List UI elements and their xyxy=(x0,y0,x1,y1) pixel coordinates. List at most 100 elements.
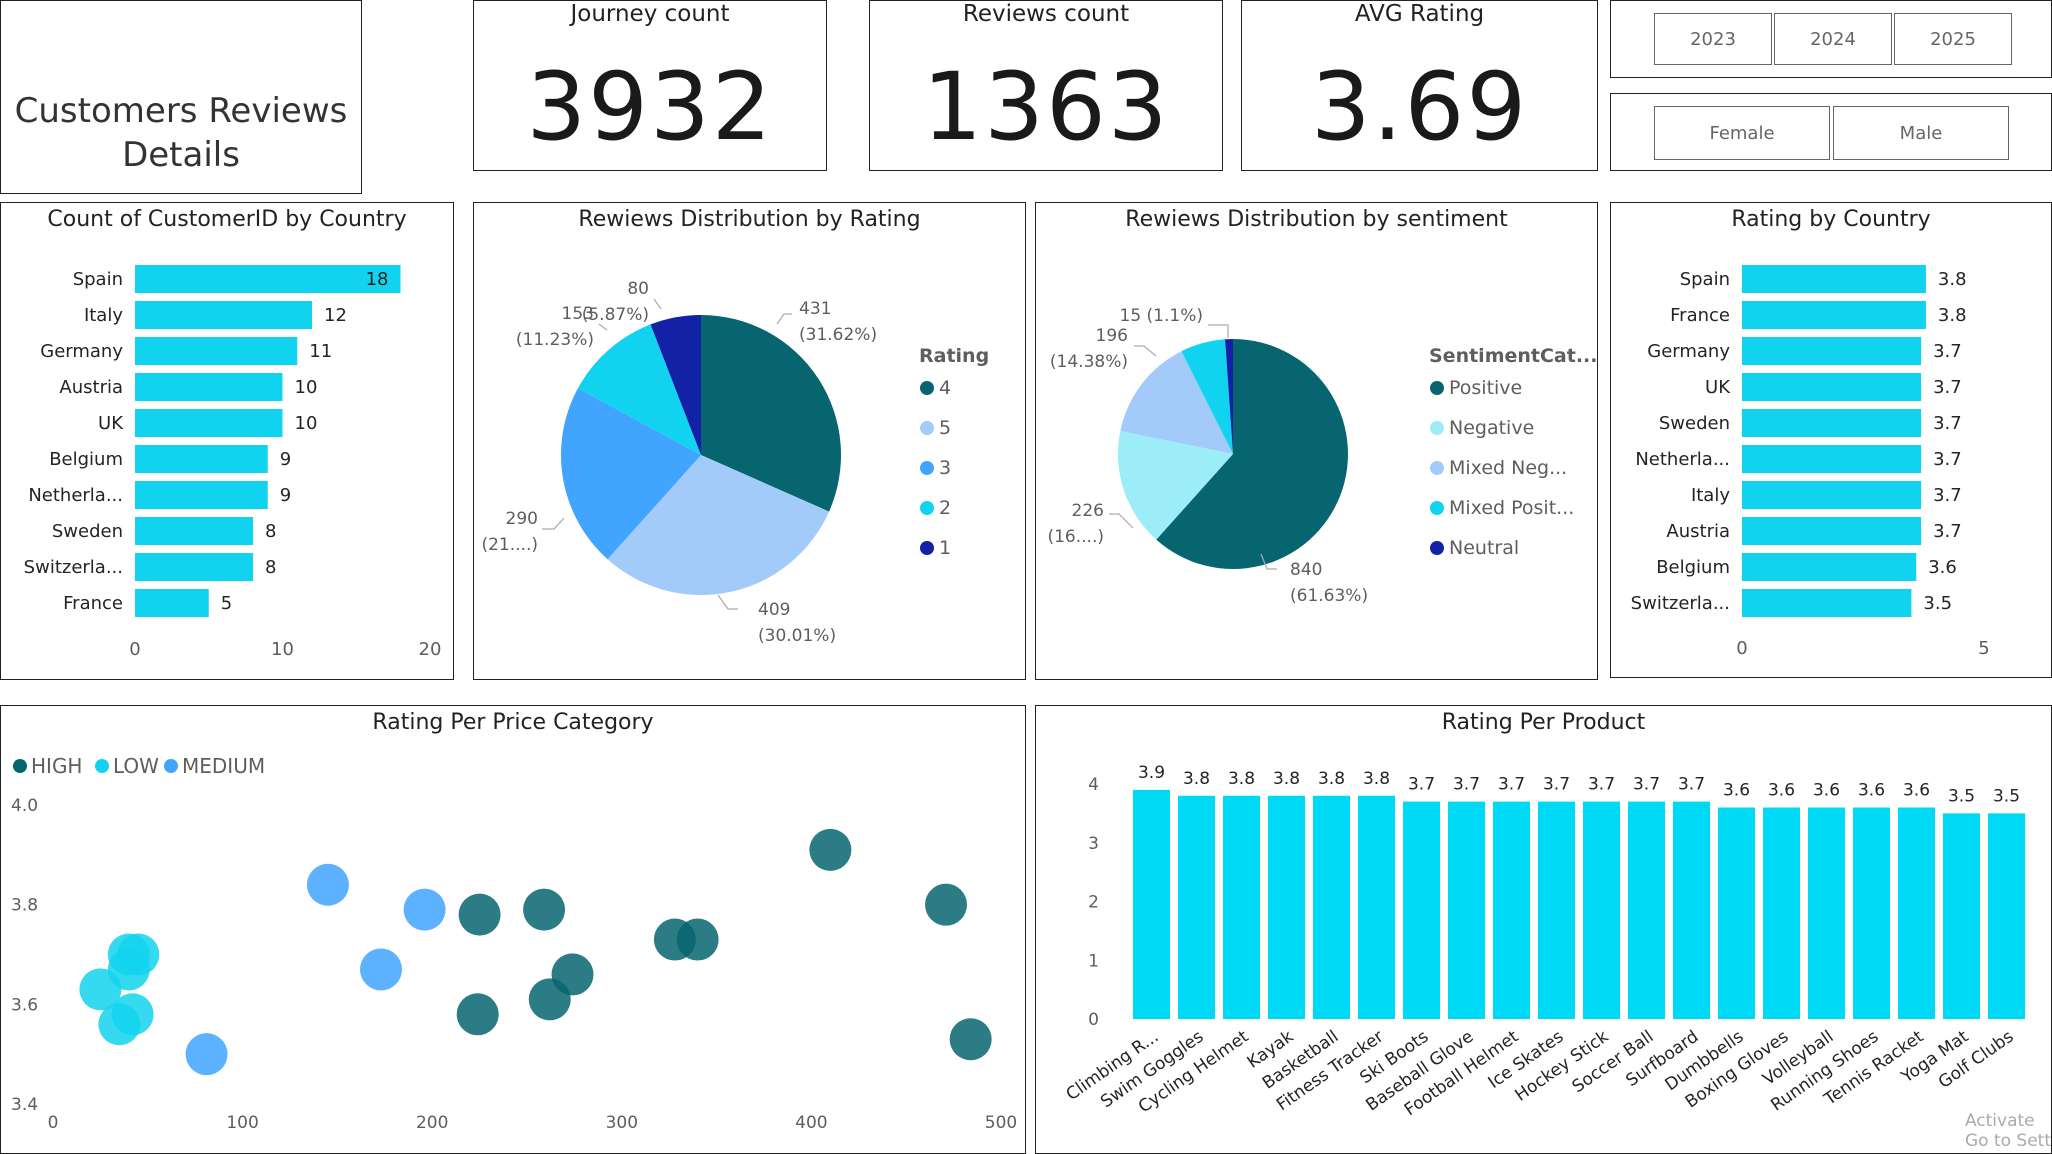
gender-slicer: Female Male xyxy=(1610,93,2052,171)
legend-marker xyxy=(1430,501,1444,515)
y-tick-label: 3.6 xyxy=(11,995,38,1015)
data-label: 12 xyxy=(324,305,347,326)
data-label: 3.5 xyxy=(1923,593,1952,614)
pie-slice xyxy=(1181,339,1233,454)
legend-label: HIGH xyxy=(31,754,82,778)
legend-marker xyxy=(1430,541,1444,555)
kpi-card-avg-rating: AVG Rating 3.69 xyxy=(1241,0,1598,171)
scatter-point xyxy=(528,978,571,1021)
data-label: 3.8 xyxy=(1228,769,1255,789)
data-label: 3.6 xyxy=(1903,781,1930,801)
x-tick-label: 0 xyxy=(48,1113,59,1133)
year-slicer-option-2024[interactable]: 2024 xyxy=(1774,13,1892,65)
reviews-by-sentiment-chart: 840 (61.63%) 226 (16....) 196 (14.38%) 15 (1.1… xyxy=(1047,306,1596,606)
rating-by-country-visual: Rating by Country Spain 3.8 France 3.8 Germa… xyxy=(1610,202,2052,678)
data-label-value: 431 xyxy=(799,299,831,319)
data-label-value: 290 xyxy=(506,509,538,529)
data-label: 3.8 xyxy=(1318,769,1345,789)
pie-slice xyxy=(577,324,701,455)
x-tick-label: 400 xyxy=(795,1113,827,1133)
scatter-point xyxy=(949,1018,992,1061)
pie-slice xyxy=(1120,351,1233,454)
legend-title: SentimentCat... xyxy=(1429,345,1596,367)
x-tick-label: 100 xyxy=(226,1113,258,1133)
scatter-point xyxy=(306,863,349,906)
chart-title: Rating Per Product xyxy=(1441,710,1646,735)
legend-label: LOW xyxy=(113,754,159,778)
rating-per-price-category-chart: 3.4 3.6 3.8 4.0 0 100 200 300 400 500 HIGH LOW MEDIU… xyxy=(11,754,1017,1133)
year-slicer-option-2023[interactable]: 2023 xyxy=(1654,13,1772,65)
legend-marker xyxy=(1430,381,1444,395)
bar xyxy=(135,301,312,329)
bar xyxy=(1742,445,1922,473)
scatter-point xyxy=(360,948,403,991)
category-label: Netherla... xyxy=(28,485,123,506)
data-label-percent: (5.87%) xyxy=(582,305,649,325)
data-label: 18 xyxy=(366,269,389,290)
bar xyxy=(1178,795,1215,1019)
pie-slice xyxy=(1156,339,1348,569)
legend-title: Rating xyxy=(919,345,989,367)
category-label: Austria xyxy=(59,377,123,398)
x-tick-label: 10 xyxy=(271,639,294,660)
kpi-label: Reviews count xyxy=(962,1,1130,27)
category-label: Switzerla... xyxy=(1631,593,1730,614)
bar xyxy=(1583,801,1620,1019)
y-tick-label: 4 xyxy=(1088,775,1099,795)
category-label: Netherla... xyxy=(1635,449,1730,470)
bar xyxy=(135,337,298,365)
bar xyxy=(1742,409,1922,437)
gender-slicer-option-female[interactable]: Female xyxy=(1654,106,1830,160)
data-label-percent: (16....) xyxy=(1047,527,1104,547)
data-label: 5 xyxy=(221,593,232,614)
data-label: 3.6 xyxy=(1723,781,1750,801)
leader-line xyxy=(1260,553,1277,570)
kpi-card-journey-count: Journey count 3932 xyxy=(473,0,827,171)
legend-label: Mixed Neg... xyxy=(1449,457,1567,479)
year-slicer-option-2025[interactable]: 2025 xyxy=(1894,13,2012,65)
category-label: Italy xyxy=(1691,485,1730,506)
legend-label: 2 xyxy=(939,497,951,519)
activate-windows-watermark: Activate Go to Sett xyxy=(1965,1111,2051,1151)
data-label: 3.6 xyxy=(1928,557,1957,578)
scatter-point xyxy=(523,888,566,931)
bar xyxy=(1742,373,1922,401)
legend-marker xyxy=(920,381,934,395)
data-label-value: 15 (1.1%) xyxy=(1120,306,1204,326)
bar xyxy=(1742,517,1922,545)
kpi-value: 1363 xyxy=(922,53,1170,162)
bar xyxy=(135,481,268,509)
legend-label: Negative xyxy=(1449,417,1534,439)
data-label: 3.7 xyxy=(1498,775,1525,795)
pie-slice xyxy=(650,315,701,455)
x-tick-label: 500 xyxy=(985,1113,1017,1133)
bar xyxy=(1742,553,1917,581)
bar xyxy=(1742,589,1912,617)
customers-by-country-chart: Spain 18 Italy 12 Germany 11 Austria 10 UK 10 Belg… xyxy=(24,265,441,660)
data-label-percent: (21....) xyxy=(481,535,538,555)
data-label: 3.7 xyxy=(1933,413,1962,434)
legend-marker xyxy=(164,759,178,773)
watermark-line2: Go to Sett xyxy=(1964,1131,2051,1151)
legend-label: 5 xyxy=(939,417,951,439)
data-label: 3.7 xyxy=(1408,775,1435,795)
data-label: 3.7 xyxy=(1933,341,1962,362)
legend-label: MEDIUM xyxy=(182,754,265,778)
category-label: Belgium xyxy=(1656,557,1730,578)
kpi-card-reviews-count: Reviews count 1363 xyxy=(869,0,1223,171)
legend-marker xyxy=(920,421,934,435)
scatter-point xyxy=(79,968,122,1011)
reviews-by-rating-visual: Rewiews Distribution by Rating 431 (31.62… xyxy=(473,202,1026,680)
bar xyxy=(1403,801,1440,1019)
leader-line xyxy=(717,594,738,610)
legend-marker xyxy=(920,501,934,515)
leader-line xyxy=(542,517,565,530)
customers-by-country-visual: Count of CustomerID by Country Spain 18 It… xyxy=(0,202,454,680)
scatter-point xyxy=(809,828,852,871)
legend-label: 1 xyxy=(939,537,951,559)
category-label: Switzerla... xyxy=(24,557,123,578)
data-label: 3.7 xyxy=(1678,775,1705,795)
leader-line xyxy=(776,313,792,325)
y-tick-label: 0 xyxy=(1088,1010,1099,1030)
gender-slicer-option-male[interactable]: Male xyxy=(1833,106,2009,160)
